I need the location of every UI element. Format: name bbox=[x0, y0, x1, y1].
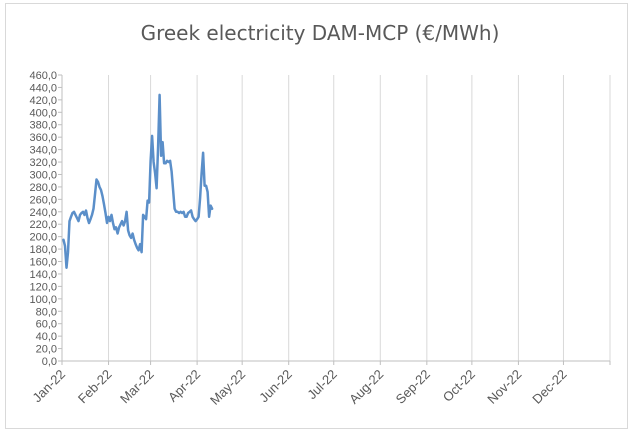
y-tick-label: 20,0 bbox=[36, 344, 57, 356]
y-tick-label: 180,0 bbox=[29, 244, 57, 256]
y-tick-label: 240,0 bbox=[29, 207, 57, 219]
y-tick-label: 380,0 bbox=[29, 120, 57, 132]
y-tick-label: 80,0 bbox=[36, 306, 57, 318]
chart-title: Greek electricity DAM-MCP (€/MWh) bbox=[140, 21, 500, 45]
x-tick-label: Feb-22 bbox=[75, 367, 115, 407]
y-tick-label: 40,0 bbox=[36, 331, 57, 343]
y-tick-label: 320,0 bbox=[29, 157, 57, 169]
y-tick-label: 140,0 bbox=[29, 269, 57, 281]
series-line-dam-mcp bbox=[62, 93, 214, 269]
x-tick-label: Sep-22 bbox=[393, 367, 433, 407]
x-tick-label: Dec-22 bbox=[529, 367, 569, 407]
y-tick-label: 220,0 bbox=[29, 219, 57, 231]
y-tick-label: 280,0 bbox=[29, 182, 57, 194]
x-tick-label: Jan-22 bbox=[29, 367, 68, 406]
x-tick-label: Jun-22 bbox=[256, 367, 295, 406]
x-tick-label: Apr-22 bbox=[165, 367, 203, 405]
y-tick-label: 120,0 bbox=[29, 281, 57, 293]
x-tick-label: Nov-22 bbox=[484, 367, 524, 407]
y-tick-label: 440,0 bbox=[29, 82, 57, 94]
y-tick-label: 340,0 bbox=[29, 145, 57, 157]
y-tick-label: 200,0 bbox=[29, 232, 57, 244]
y-tick-label: 100,0 bbox=[29, 294, 57, 306]
y-tick-label: 300,0 bbox=[29, 169, 57, 181]
x-tick-label: Aug-22 bbox=[346, 367, 386, 407]
y-tick-label: 400,0 bbox=[29, 107, 57, 119]
x-tick-label: Mar-22 bbox=[117, 367, 157, 407]
y-tick-label: 260,0 bbox=[29, 194, 57, 206]
y-tick-label: 420,0 bbox=[29, 95, 57, 107]
y-tick-label: 460,0 bbox=[29, 70, 57, 82]
y-tick-label: 60,0 bbox=[36, 319, 57, 331]
x-tick-label: Jul-22 bbox=[304, 367, 340, 403]
y-tick-label: 360,0 bbox=[29, 132, 57, 144]
y-tick-label: 0,0 bbox=[42, 356, 57, 368]
y-tick-label: 160,0 bbox=[29, 257, 57, 269]
x-tick-label: May-22 bbox=[207, 367, 248, 408]
x-tick-label: Oct-22 bbox=[440, 367, 478, 405]
